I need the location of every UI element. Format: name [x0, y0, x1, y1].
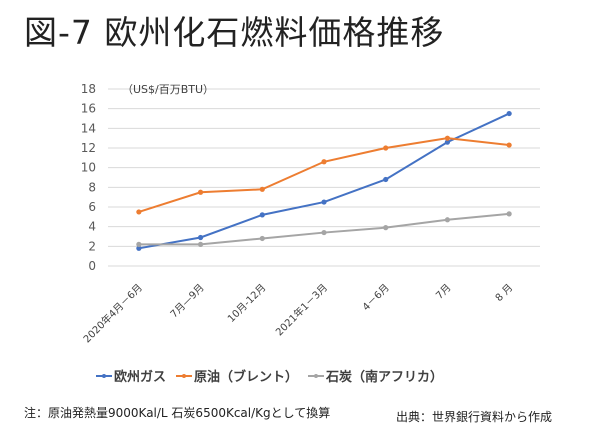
legend-swatch-icon	[176, 373, 193, 378]
data-point	[197, 241, 204, 247]
data-point	[506, 110, 512, 117]
data-point	[197, 189, 204, 195]
y-tick-label: 2	[88, 239, 96, 253]
data-point	[383, 225, 389, 231]
y-tick-label: 4	[88, 220, 96, 234]
x-tick-label: 10月-12月	[225, 282, 268, 325]
legend-item-europe-gas: 欧州ガス	[96, 366, 166, 385]
x-tick-label: 2020年4月－6月	[80, 281, 144, 345]
x-tick-label: 7月—9月	[168, 282, 207, 321]
legend-item-brent: 原油（ブレント）	[176, 366, 298, 385]
data-point	[321, 159, 327, 165]
x-tick-label: 7月	[433, 282, 453, 302]
data-point	[259, 186, 265, 192]
x-tick-label: 4－6月	[360, 282, 392, 314]
data-point	[321, 199, 327, 205]
legend-label: 石炭（南アフリカ）	[326, 370, 444, 385]
data-point	[259, 212, 265, 218]
data-point	[197, 234, 204, 241]
data-point	[321, 229, 327, 236]
data-point	[259, 235, 265, 242]
data-point	[444, 135, 451, 141]
data-point	[383, 145, 389, 151]
y-axis-unit-label: （US$/百万BTU）	[122, 83, 214, 96]
y-tick-label: 6	[88, 200, 96, 214]
x-axis-ticks: 2020年4月－6月 7月—9月 10月-12月 2021年1－3月 4－6月 7月 8 月	[80, 281, 515, 345]
legend-label: 原油（ブレント）	[194, 370, 299, 385]
series-line	[138, 112, 510, 250]
y-tick-label: 0	[88, 259, 96, 273]
data-point	[506, 142, 512, 148]
x-tick-label: 2021年1－3月	[273, 281, 330, 338]
data-point	[506, 211, 512, 217]
series-line	[138, 212, 510, 246]
y-tick-label: 10	[81, 161, 96, 175]
data-point	[444, 139, 451, 145]
data-point	[444, 217, 451, 223]
y-tick-label: 14	[81, 121, 96, 135]
y-axis-ticks: 0 2 4 6 8 10 12 14 16 18	[81, 82, 96, 273]
legend-label: 欧州ガス	[114, 370, 167, 385]
y-tick-label: 18	[81, 82, 96, 96]
y-tick-label: 16	[81, 102, 96, 116]
series-lines	[136, 110, 512, 251]
series-1	[136, 135, 512, 215]
gridlines	[108, 88, 540, 267]
legend-swatch-icon	[96, 373, 112, 378]
legend: 欧州ガス 原油（ブレント） 石炭（南アフリカ）	[96, 366, 443, 385]
data-point	[383, 176, 389, 183]
data-point	[136, 209, 142, 215]
series-2	[136, 211, 512, 247]
series-0	[136, 110, 512, 251]
source-note: 出典：世界銀行資料から作成	[396, 410, 553, 424]
chart-title: 図-7 欧州化石燃料価格推移	[24, 13, 445, 52]
legend-item-coal: 石炭（南アフリカ）	[308, 366, 443, 385]
data-point	[136, 241, 142, 247]
data-point	[136, 245, 142, 251]
y-tick-label: 12	[81, 141, 96, 155]
x-tick-label: 8 月	[493, 282, 515, 304]
legend-swatch-icon	[308, 373, 325, 378]
footnote: 注：原油発熱量9000Kal/L 石炭6500Kcal/Kgとして換算	[24, 406, 331, 420]
y-tick-label: 8	[88, 180, 96, 194]
